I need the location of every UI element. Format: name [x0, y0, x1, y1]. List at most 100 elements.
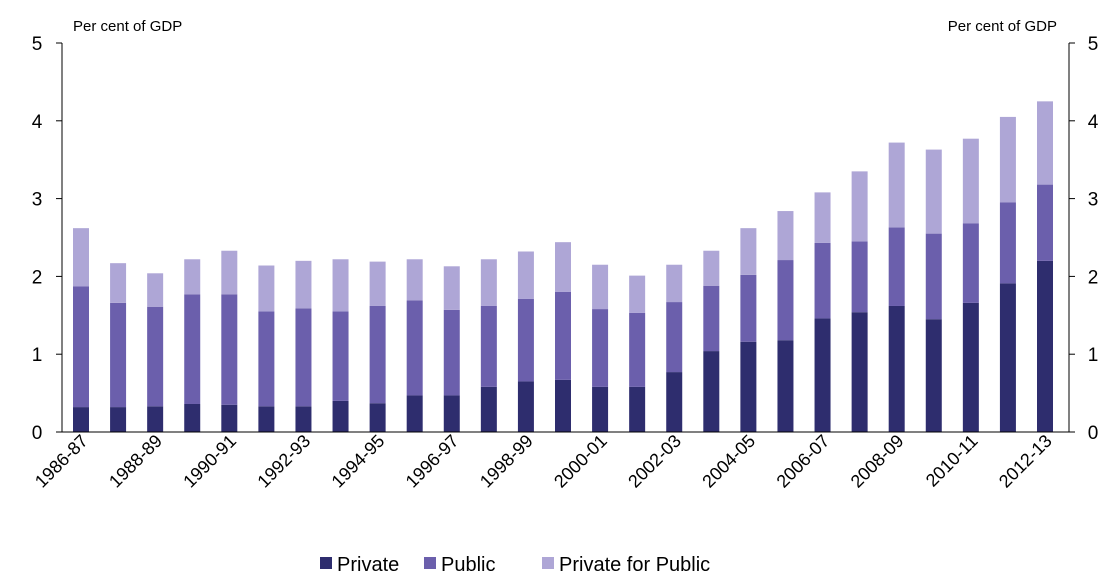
bar-private-for-public-1986-87 [73, 228, 89, 287]
right-tick-label: 3 [1088, 190, 1098, 211]
x-tick-label: 1992-93 [253, 431, 314, 492]
bar-private-for-public-1997-98 [480, 259, 497, 306]
bar-private-for-public-2005-06 [777, 211, 794, 261]
bar-private-2004-05 [740, 341, 757, 432]
right-tick-label: 1 [1088, 345, 1098, 366]
bar-public-1993-94 [332, 311, 349, 401]
bar-private-1988-89 [147, 406, 164, 432]
bar-public-2002-03 [666, 302, 683, 373]
bar-private-1997-98 [480, 386, 497, 432]
bar-public-2001-02 [629, 312, 646, 387]
bar-private-for-public-1998-99 [517, 251, 534, 299]
bar-public-1989-90 [184, 294, 201, 404]
bar-private-for-public-2004-05 [740, 228, 757, 275]
bar-public-1986-87 [73, 286, 89, 408]
bar-public-1998-99 [517, 298, 534, 382]
bar-private-2008-09 [888, 305, 905, 432]
bar-private-1986-87 [73, 407, 89, 432]
left-tick-label: 0 [32, 423, 43, 444]
legend-label-public: Public [441, 554, 495, 576]
bar-private-for-public-2000-01 [592, 264, 609, 310]
bar-public-1994-95 [369, 305, 386, 404]
y-ticks-layer: 0 0 1 1 2 2 3 3 4 4 5 5 [32, 34, 1098, 444]
bar-public-1991-92 [258, 311, 275, 407]
bar-private-for-public-2001-02 [629, 275, 646, 313]
bar-private-2005-06 [777, 340, 794, 432]
bar-private-for-public-1992-93 [295, 260, 312, 309]
bar-private-for-public-2009-10 [925, 149, 942, 234]
x-tick-label: 2006-07 [773, 431, 834, 492]
left-tick-label: 2 [32, 267, 43, 288]
right-tick-label: 2 [1088, 267, 1098, 288]
bar-private-for-public-1999-00 [555, 242, 571, 292]
bar-private-for-public-2010-11 [962, 138, 979, 224]
bar-private-1990-91 [221, 404, 238, 432]
bar-private-1992-93 [295, 406, 312, 432]
bar-public-1995-96 [406, 300, 423, 396]
left-tick-label: 1 [32, 345, 43, 366]
bar-public-1999-00 [555, 291, 571, 380]
x-tick-label: 2008-09 [847, 431, 908, 492]
bar-private-2003-04 [703, 351, 720, 432]
bar-private-for-public-1991-92 [258, 265, 275, 312]
bar-public-2005-06 [777, 260, 794, 341]
bar-private-for-public-2008-09 [888, 142, 905, 228]
x-tick-label: 1998-99 [476, 431, 537, 492]
bar-private-for-public-2012-13 [1037, 101, 1053, 185]
x-ticks-layer: 1986-87 1988-89 1990-91 1992-93 1994-95 1996-… [31, 431, 1056, 492]
bar-private-1995-96 [406, 395, 423, 432]
bar-private-1998-99 [517, 381, 534, 432]
bar-private-1996-97 [443, 395, 460, 432]
bar-private-for-public-1995-96 [406, 259, 423, 301]
bar-public-2011-12 [999, 202, 1016, 284]
legend: Private Public Private for Public [320, 554, 710, 576]
legend-swatch-private-for-public [542, 557, 554, 569]
bar-public-1992-93 [295, 308, 312, 407]
bar-public-1997-98 [480, 305, 497, 387]
bar-private-1989-90 [184, 403, 201, 432]
bar-public-1988-89 [147, 306, 164, 407]
bar-private-1987-88 [110, 407, 127, 432]
bar-private-for-public-2007-08 [851, 171, 868, 242]
x-tick-label: 1994-95 [328, 431, 389, 492]
bar-private-for-public-1996-97 [443, 266, 460, 310]
bar-private-for-public-2003-04 [703, 250, 720, 286]
legend-swatch-private [320, 557, 332, 569]
bar-private-for-public-1990-91 [221, 250, 238, 295]
x-tick-label: 1990-91 [179, 431, 240, 492]
bar-public-2007-08 [851, 241, 868, 313]
bars-layer [73, 101, 1053, 432]
bar-private-2001-02 [629, 386, 646, 432]
right-axis-unit-label: Per cent of GDP [948, 18, 1057, 35]
bar-private-for-public-1989-90 [184, 259, 201, 295]
legend-label-private-for-public: Private for Public [559, 554, 710, 576]
x-tick-label: 2012-13 [995, 431, 1056, 492]
x-tick-label: 1996-97 [402, 431, 463, 492]
bar-private-for-public-1993-94 [332, 259, 349, 312]
bar-private-2007-08 [851, 312, 868, 432]
bar-public-1987-88 [110, 302, 127, 408]
bar-private-for-public-2011-12 [999, 116, 1016, 203]
left-tick-label: 4 [32, 112, 43, 133]
bar-public-2000-01 [592, 309, 609, 387]
x-tick-label: 2000-01 [550, 431, 611, 492]
bar-private-2010-11 [962, 302, 979, 432]
bar-public-2006-07 [814, 242, 831, 319]
x-tick-label: 2002-03 [624, 431, 685, 492]
bar-private-for-public-1988-89 [147, 273, 164, 307]
bar-private-2002-03 [666, 372, 683, 432]
left-axis-unit-label: Per cent of GDP [73, 18, 182, 35]
bar-private-1991-92 [258, 406, 275, 432]
bar-private-for-public-1987-88 [110, 263, 127, 303]
bar-public-2003-04 [703, 285, 720, 352]
bar-private-2011-12 [999, 283, 1016, 432]
bar-private-1999-00 [555, 379, 571, 432]
bar-private-2009-10 [925, 319, 942, 432]
left-tick-label: 5 [32, 34, 43, 55]
bar-private-2006-07 [814, 318, 831, 432]
bar-private-2012-13 [1037, 260, 1053, 432]
bar-public-2004-05 [740, 274, 757, 342]
bar-public-1996-97 [443, 309, 460, 396]
